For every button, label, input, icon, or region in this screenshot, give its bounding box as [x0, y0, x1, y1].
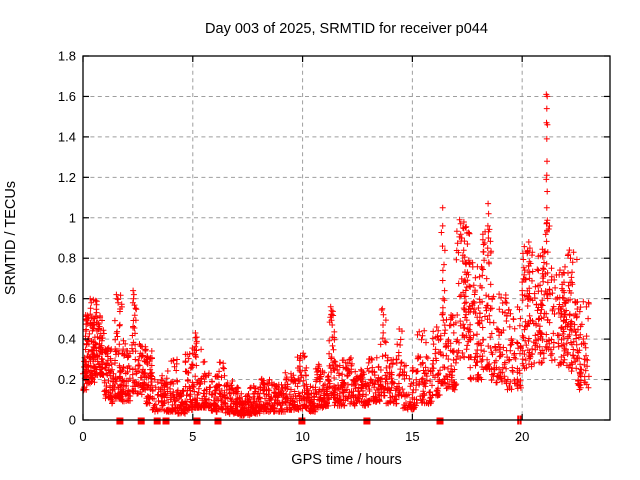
x-tick-label: 0 — [79, 429, 86, 444]
x-tick-label: 15 — [405, 429, 419, 444]
baseline-square-marker — [153, 417, 161, 425]
baseline-square-marker — [214, 417, 222, 425]
scatter-points — [80, 91, 592, 419]
baseline-square-marker — [436, 417, 444, 425]
x-tick-label: 20 — [515, 429, 529, 444]
y-axis-label: SRMTID / TECUs — [3, 181, 19, 295]
y-tick-label: 0 — [69, 413, 76, 428]
baseline-square-marker — [193, 417, 201, 425]
x-tick-label: 5 — [189, 429, 196, 444]
plot-border — [82, 55, 611, 421]
y-tick-label: 1.8 — [58, 49, 76, 64]
baseline-square-marker — [116, 417, 124, 425]
y-tick-label: 1.6 — [58, 89, 76, 104]
axis-tick-labels: 0 5 10 15 20 0 0.2 0.4 0.6 0.8 1 1.2 1.4 1.6 1.8 — [58, 49, 529, 445]
y-tick-label: 1 — [69, 210, 76, 225]
y-tick-label: 0.2 — [58, 372, 76, 387]
y-tick-label: 0.8 — [58, 251, 76, 266]
baseline-square-marker — [298, 417, 306, 425]
x-tick-label: 10 — [295, 429, 309, 444]
gridlines — [83, 56, 610, 420]
axis-tick-marks — [82, 55, 610, 421]
y-tick-label: 1.4 — [58, 129, 76, 144]
baseline-square-marker — [363, 417, 371, 425]
baseline-square-marker — [137, 417, 145, 425]
x-axis-label: GPS time / hours — [291, 452, 401, 468]
baseline-square-marker — [162, 417, 170, 425]
y-tick-label: 0.4 — [58, 332, 76, 347]
chart-title: Day 003 of 2025, SRMTID for receiver p04… — [205, 21, 488, 37]
y-tick-label: 0.6 — [58, 291, 76, 306]
y-tick-label: 1.2 — [58, 170, 76, 185]
